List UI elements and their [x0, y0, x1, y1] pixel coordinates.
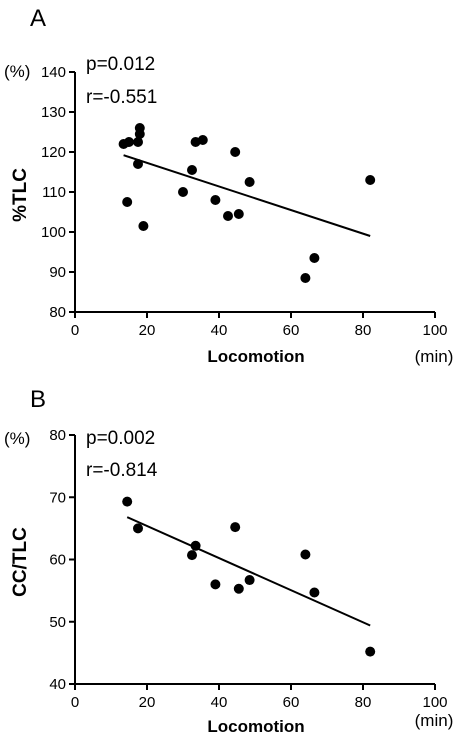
regression-line: [123, 154, 371, 237]
x-tick-label: 80: [355, 322, 372, 339]
y-tick-label: 120: [41, 144, 66, 161]
data-point: [230, 147, 241, 157]
data-point: [133, 137, 143, 147]
x-tick-label: 40: [211, 694, 228, 711]
data-point: [124, 137, 134, 147]
data-point: [187, 165, 197, 175]
data-point: [365, 646, 376, 657]
panel-label: A: [30, 5, 46, 32]
y-tick-label: 80: [49, 427, 66, 444]
data-point: [187, 550, 197, 561]
x-tick-label: 80: [355, 694, 372, 711]
data-point: [233, 209, 244, 219]
data-point: [134, 123, 145, 133]
y-tick-label: 40: [49, 676, 66, 693]
x-tick-label: 0: [71, 694, 79, 711]
p-value-label: p=0.012: [86, 54, 155, 75]
x-tick-label: 100: [422, 694, 447, 711]
data-point: [122, 496, 133, 507]
y-unit-label: (%): [4, 429, 30, 448]
ticks: 80 90 100 110 120 130 140 0 20 40 60 80 100: [41, 64, 448, 339]
y-tick-label: 130: [41, 104, 66, 121]
x-unit-label: (min): [415, 711, 454, 730]
panel-a: A (%) p=0.012 r=-0.551 %TLC Locomotion (…: [4, 5, 453, 366]
marks: [118, 123, 376, 283]
data-point: [233, 583, 244, 594]
y-tick-label: 60: [49, 552, 66, 569]
y-tick-label: 110: [42, 184, 66, 201]
x-tick-label: 20: [139, 322, 156, 339]
x-tick-label: 40: [211, 322, 228, 339]
data-point: [230, 522, 241, 533]
r-value-label: r=-0.551: [86, 87, 157, 108]
x-tick-label: 60: [283, 694, 300, 711]
data-point: [244, 575, 255, 586]
data-point: [309, 253, 320, 263]
data-point: [133, 523, 143, 534]
data-point: [197, 135, 208, 145]
ticks: 40 50 60 70 80 0 20 40 60 80 100: [49, 427, 447, 711]
y-tick-label: 140: [41, 64, 66, 81]
x-unit-label: (min): [415, 347, 454, 366]
p-value-label: p=0.002: [86, 428, 155, 449]
data-point: [244, 177, 255, 187]
x-tick-label: 0: [71, 322, 79, 339]
x-tick-label: 60: [283, 322, 300, 339]
y-axis-title: %TLC: [10, 168, 31, 222]
y-tick-label: 50: [49, 614, 66, 631]
data-point: [190, 540, 201, 551]
data-point: [122, 197, 133, 207]
y-tick-label: 100: [41, 224, 66, 241]
x-axis-title: Locomotion: [207, 717, 304, 736]
panel-b: B (%) p=0.002 r=-0.814 CC/TLC Locomotion…: [4, 386, 453, 736]
x-axis-title: Locomotion: [207, 347, 304, 366]
data-point: [300, 273, 311, 283]
y-axis-title: CC/TLC: [10, 527, 31, 597]
panel-label: B: [30, 386, 46, 413]
data-point: [210, 579, 221, 590]
r-value-label: r=-0.814: [86, 460, 158, 481]
y-tick-label: 70: [49, 489, 66, 506]
data-point: [300, 549, 311, 560]
data-point: [210, 195, 221, 205]
data-point: [223, 211, 233, 221]
y-tick-label: 90: [49, 264, 66, 281]
data-point: [133, 159, 143, 169]
marks: [122, 496, 376, 657]
y-unit-label: (%): [4, 62, 30, 81]
regression-line: [126, 516, 371, 627]
data-point: [365, 175, 376, 185]
data-point: [309, 587, 320, 598]
x-tick-label: 20: [139, 694, 156, 711]
data-point: [138, 221, 149, 231]
data-point: [178, 187, 188, 197]
x-tick-label: 100: [422, 322, 447, 339]
y-tick-label: 80: [49, 304, 66, 321]
